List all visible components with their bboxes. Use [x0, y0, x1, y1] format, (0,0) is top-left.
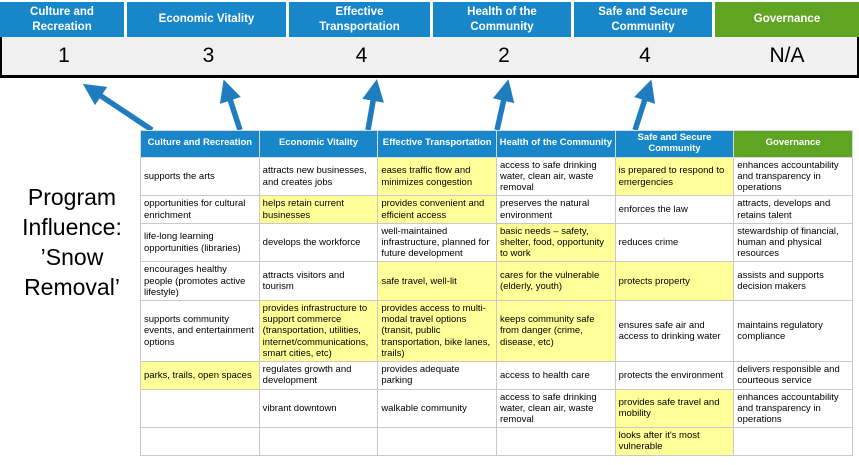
up-arrow-icon: [219, 79, 243, 131]
table-cell: enhances accountability and transparency…: [733, 156, 853, 197]
influence-table: Culture and Recreation Economic Vitality E…: [140, 130, 853, 456]
table-cell: attracts new businesses, and creates job…: [258, 156, 379, 197]
table-cell: provides convenient and efficient access: [377, 195, 497, 224]
category-culture-recreation: Culture and Recreation: [0, 2, 124, 37]
up-arrow-icon: [632, 79, 656, 131]
score-governance: N/A: [769, 44, 805, 67]
table-cell: stewardship of financial, human and phys…: [733, 222, 853, 263]
category-header-row: Culture and Recreation Economic Vitality…: [0, 2, 859, 37]
column-header: Governance: [733, 130, 853, 158]
table-cell: basic needs – safety, shelter, food, opp…: [495, 222, 616, 263]
column-header: Safe and Secure Community: [614, 130, 735, 158]
table-cell: develops the workforce: [258, 222, 379, 263]
table-row: looks after it's most vulnerable: [140, 427, 853, 456]
table-cell: [495, 427, 616, 456]
up-arrow-icon: [492, 79, 515, 131]
column-header: Health of the Community: [495, 130, 616, 158]
category-governance: Governance: [715, 2, 859, 37]
table-cell: supports the arts: [140, 156, 260, 197]
table-cell: safe travel, well-lit: [377, 261, 497, 302]
table-cell: enforces the law: [614, 195, 735, 224]
table-cell: [140, 427, 260, 456]
table-cell: provides infrastructure to support comme…: [258, 300, 379, 363]
influence-matrix: Culture and Recreation Economic Vitality E…: [140, 130, 853, 456]
table-cell: well-maintained infrastructure, planned …: [377, 222, 497, 263]
table-cell: cares for the vulnerable (elderly, youth…: [495, 261, 616, 302]
page-title: Program Influence: ’Snow Removal’: [22, 184, 122, 300]
table-cell: supports community events, and entertain…: [140, 300, 260, 363]
score-safe-secure-community: 4: [639, 44, 651, 67]
score-economic-vitality: 3: [202, 44, 215, 67]
table-cell: [377, 427, 497, 456]
table-cell: regulates growth and development: [258, 361, 379, 390]
column-header: Effective Transportation: [377, 130, 497, 158]
table-cell: [258, 427, 379, 456]
table-cell: provides access to multi-modal travel op…: [377, 300, 497, 363]
table-row: parks, trails, open spaces regulates grow…: [140, 361, 853, 390]
table-cell: opportunities for cultural enrichment: [140, 195, 260, 224]
category-effective-transportation: Effective Transportation: [289, 2, 430, 37]
column-header: Culture and Recreation: [140, 130, 260, 158]
table-cell: looks after it's most vulnerable: [614, 427, 735, 456]
table-cell: preserves the natural environment: [495, 195, 616, 224]
table-cell: reduces crime: [614, 222, 735, 263]
table-header-row: Culture and Recreation Economic Vitality E…: [140, 130, 853, 158]
table-cell: eases traffic flow and minimizes congest…: [377, 156, 497, 197]
table-row: opportunities for cultural enrichment hel…: [140, 195, 853, 224]
influence-arrows: [82, 79, 656, 133]
table-row: supports the arts attracts new businesses…: [140, 156, 853, 197]
table-row: life-long learning opportunities (librar…: [140, 222, 853, 263]
table-cell: vibrant downtown: [258, 388, 379, 429]
table-cell: protects the environment: [614, 361, 735, 390]
column-header: Economic Vitality: [258, 130, 379, 158]
up-arrow-icon: [362, 79, 384, 131]
table-cell: helps retain current businesses: [258, 195, 379, 224]
table-cell: provides adequate parking: [377, 361, 497, 390]
table-cell: protects property: [614, 261, 735, 302]
table-cell: assists and supports decision makers: [733, 261, 853, 302]
table-cell: encourages healthy people (promotes acti…: [140, 261, 260, 302]
table-cell: access to health care: [495, 361, 616, 390]
score-row: 1 3 4 2 4 N/A: [0, 37, 859, 78]
category-health-community: Health of the Community: [433, 2, 571, 37]
table-cell: [140, 388, 260, 429]
table-row: vibrant downtown walkable community access…: [140, 388, 853, 429]
table-cell: life-long learning opportunities (librar…: [140, 222, 260, 263]
table-cell: maintains regulatory compliance: [733, 300, 853, 363]
table-cell: walkable community: [377, 388, 497, 429]
score-health-community: 2: [498, 44, 510, 67]
table-cell: provides safe travel and mobility: [614, 388, 735, 429]
up-arrow-icon: [82, 83, 154, 133]
table-cell: [733, 427, 853, 456]
table-cell: attracts, develops and retains talent: [733, 195, 853, 224]
table-row: supports community events, and entertain…: [140, 300, 853, 363]
score-culture-recreation: 1: [58, 44, 70, 67]
table-cell: delivers responsible and courteous servi…: [733, 361, 853, 390]
table-cell: attracts visitors and tourism: [258, 261, 379, 302]
table-cell: access to safe drinking water, clean air…: [495, 156, 616, 197]
table-cell: access to safe drinking water, clean air…: [495, 388, 616, 429]
table-cell: ensures safe air and access to drinking …: [614, 300, 735, 363]
category-safe-secure-community: Safe and Secure Community: [574, 2, 712, 37]
score-effective-transportation: 4: [355, 44, 368, 67]
table-cell: parks, trails, open spaces: [140, 361, 260, 390]
table-cell: is prepared to respond to emergencies: [614, 156, 735, 197]
table-cell: keeps community safe from danger (crime,…: [495, 300, 616, 363]
table-row: encourages healthy people (promotes acti…: [140, 261, 853, 302]
category-economic-vitality: Economic Vitality: [127, 2, 286, 37]
table-cell: enhances accountability and transparency…: [733, 388, 853, 429]
